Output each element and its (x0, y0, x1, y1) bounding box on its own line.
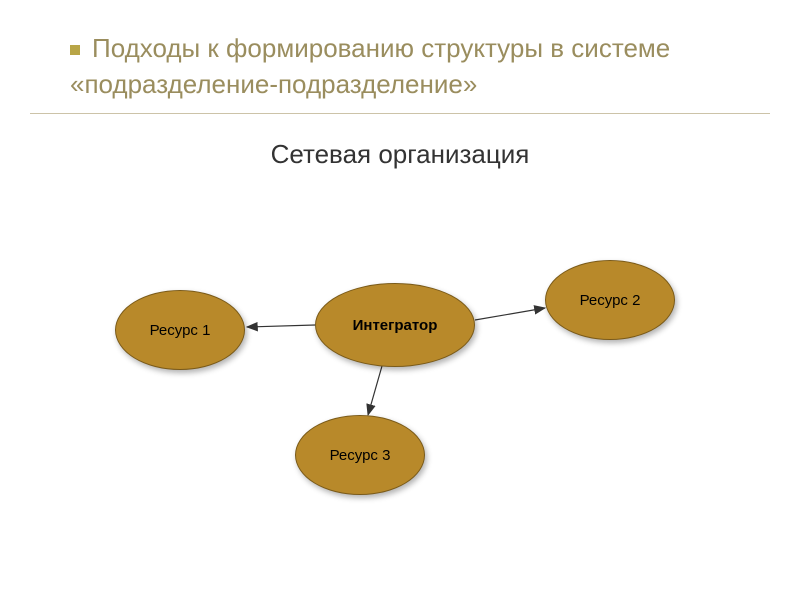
bullet-icon (70, 45, 80, 55)
title-line1: Подходы к формированию структуры в систе… (92, 33, 670, 63)
node-resource1: Ресурс 1 (115, 290, 245, 370)
node-resource3: Ресурс 3 (295, 415, 425, 495)
edge-2 (368, 366, 382, 415)
title-area: Подходы к формированию структуры в систе… (30, 0, 770, 114)
node-resource2: Ресурс 2 (545, 260, 675, 340)
node-label: Ресурс 2 (576, 288, 645, 313)
node-label: Ресурс 1 (146, 318, 215, 343)
title-line2: «подразделение-подразделение» (70, 69, 477, 99)
subtitle: Сетевая организация (0, 139, 800, 170)
node-label: Интегратор (349, 313, 442, 338)
edge-1 (475, 308, 545, 320)
node-integrator: Интегратор (315, 283, 475, 367)
edge-0 (247, 325, 315, 327)
page-title: Подходы к формированию структуры в систе… (70, 30, 730, 103)
node-label: Ресурс 3 (326, 443, 395, 468)
